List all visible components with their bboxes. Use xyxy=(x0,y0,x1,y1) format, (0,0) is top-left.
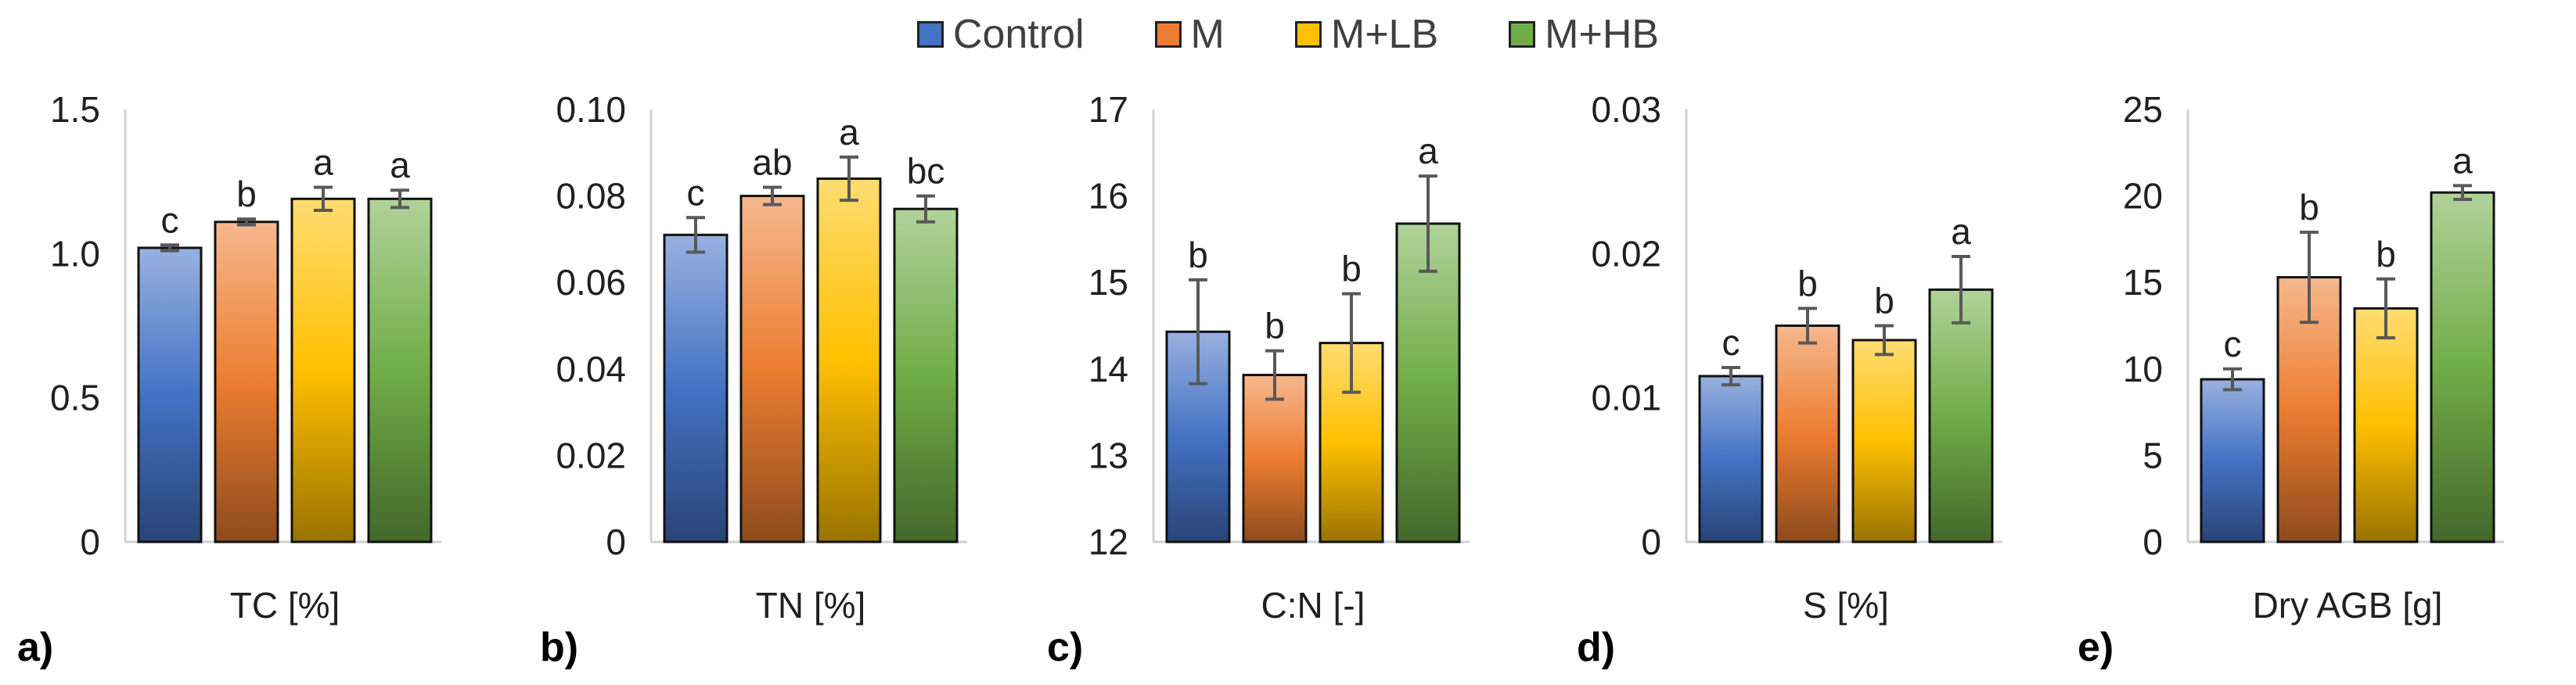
legend-item-m: M xyxy=(1154,11,1225,58)
y-tick-label: 0.01 xyxy=(1591,378,1661,418)
legend-item-control: Control xyxy=(916,11,1085,58)
y-tick-label: 15 xyxy=(1088,262,1128,303)
bar-m-lb xyxy=(290,197,356,543)
x-axis-title: Dry AGB [g] xyxy=(2253,585,2443,626)
legend-item-m-lb: M+LB xyxy=(1294,11,1439,58)
significance-letter: a xyxy=(313,142,333,183)
bar-m-hb xyxy=(893,207,959,543)
significance-letter: c xyxy=(687,172,705,213)
significance-letter: b xyxy=(1188,235,1208,275)
significance-letter: b xyxy=(1797,263,1818,303)
significance-letter: c xyxy=(2224,324,2242,364)
y-tick-label: 15 xyxy=(2123,262,2163,303)
y-tick-label: 0.06 xyxy=(556,262,626,303)
y-tick-label: 1.5 xyxy=(50,89,100,130)
significance-letter: a xyxy=(390,145,410,185)
bar-control xyxy=(2200,378,2265,543)
significance-letter: b xyxy=(236,174,257,214)
legend-swatch-m-hb xyxy=(1509,21,1536,48)
legend-label-control: Control xyxy=(952,12,1085,57)
legend-label-m-lb: M+LB xyxy=(1330,12,1439,57)
significance-letter: ab xyxy=(752,142,792,183)
bar-m-hb xyxy=(2430,191,2495,543)
y-tick-label: 13 xyxy=(1088,435,1128,475)
legend-swatch-m-lb xyxy=(1294,21,1322,48)
chart-panel-c: 12 13 14 15 16 17 b b b a C:N [-] c) xyxy=(1047,89,1470,670)
y-tick-label: 16 xyxy=(1088,176,1128,217)
y-tick-label: 14 xyxy=(1088,349,1128,389)
y-tick-label: 0 xyxy=(1641,522,1661,562)
bar-m-hb xyxy=(1395,222,1461,543)
y-tick-label: 5 xyxy=(2142,435,2163,475)
bar-control xyxy=(663,233,729,543)
chart-panel-d: 0 0.01 0.02 0.03 c b b a S [%] d) xyxy=(1577,89,2002,670)
significance-letter: a xyxy=(1418,131,1438,171)
significance-letter: a xyxy=(2452,140,2473,181)
significance-letter: c xyxy=(1722,322,1740,363)
bar-m xyxy=(739,195,805,543)
bar-m-hb xyxy=(1928,288,1994,543)
legend-label-m: M xyxy=(1190,12,1225,57)
y-tick-label: 0.10 xyxy=(556,89,626,130)
y-tick-label: 0.5 xyxy=(50,378,100,418)
bar-m-hb xyxy=(367,197,433,543)
panel-label: e) xyxy=(2078,625,2114,670)
significance-letter: b xyxy=(1874,281,1894,321)
significance-letter: b xyxy=(2376,234,2396,274)
legend-swatch-m xyxy=(1154,21,1182,48)
chart-panel-e: 0 5 10 15 20 25 c b b a Dry AGB [g] e) xyxy=(2078,89,2504,670)
y-tick-label: 12 xyxy=(1088,522,1128,562)
y-tick-label: 20 xyxy=(2123,176,2163,217)
y-tick-label: 0 xyxy=(80,522,100,562)
bar-m xyxy=(214,221,279,543)
significance-letter: b xyxy=(1341,249,1362,289)
y-tick-label: 0.02 xyxy=(1591,233,1661,274)
bar-m xyxy=(1242,374,1308,543)
y-tick-label: 0.08 xyxy=(556,176,626,217)
legend-label-m-hb: M+HB xyxy=(1545,12,1660,57)
x-axis-title: TC [%] xyxy=(230,585,340,626)
bar-control xyxy=(1698,375,1764,543)
x-axis-title: TN [%] xyxy=(756,585,866,626)
y-tick-label: 0 xyxy=(606,522,626,562)
panel-label: b) xyxy=(540,625,578,670)
significance-letter: a xyxy=(839,112,859,152)
y-tick-label: 0.03 xyxy=(1591,89,1661,130)
significance-letter: c xyxy=(161,199,179,240)
x-axis-title: C:N [-] xyxy=(1261,585,1365,626)
bar-m-lb xyxy=(1851,339,1917,543)
significance-letter: bc xyxy=(907,151,945,192)
panel-label: c) xyxy=(1047,625,1083,670)
panel-label: d) xyxy=(1577,625,1615,670)
chart-panel-a: 0 0.5 1.0 1.5 c b a a TC [%] a) xyxy=(17,89,441,670)
y-tick-label: 0.02 xyxy=(556,435,626,475)
bar-control xyxy=(137,246,203,543)
legend: Control M M+LB M+HB xyxy=(0,6,2576,63)
significance-letter: b xyxy=(2299,187,2319,228)
y-tick-label: 0.04 xyxy=(556,349,626,389)
panel-label: a) xyxy=(17,625,53,670)
legend-swatch-control xyxy=(916,21,944,48)
chart-panel-b: 0 0.02 0.04 0.06 0.08 0.10 c ab a bc TN [%] b) xyxy=(540,89,967,670)
y-tick-label: 17 xyxy=(1088,89,1128,130)
significance-letter: b xyxy=(1265,306,1285,346)
bar-m-lb xyxy=(816,177,882,543)
significance-letter: a xyxy=(1951,211,1971,252)
y-tick-label: 10 xyxy=(2123,349,2163,389)
y-tick-label: 1.0 xyxy=(50,233,100,274)
y-tick-label: 0 xyxy=(2142,522,2163,562)
bar-m xyxy=(1775,325,1840,543)
x-axis-title: S [%] xyxy=(1803,585,1889,626)
y-tick-label: 25 xyxy=(2123,89,2163,130)
bar-m-lb xyxy=(2353,307,2419,543)
legend-item-m-hb: M+HB xyxy=(1509,11,1659,58)
